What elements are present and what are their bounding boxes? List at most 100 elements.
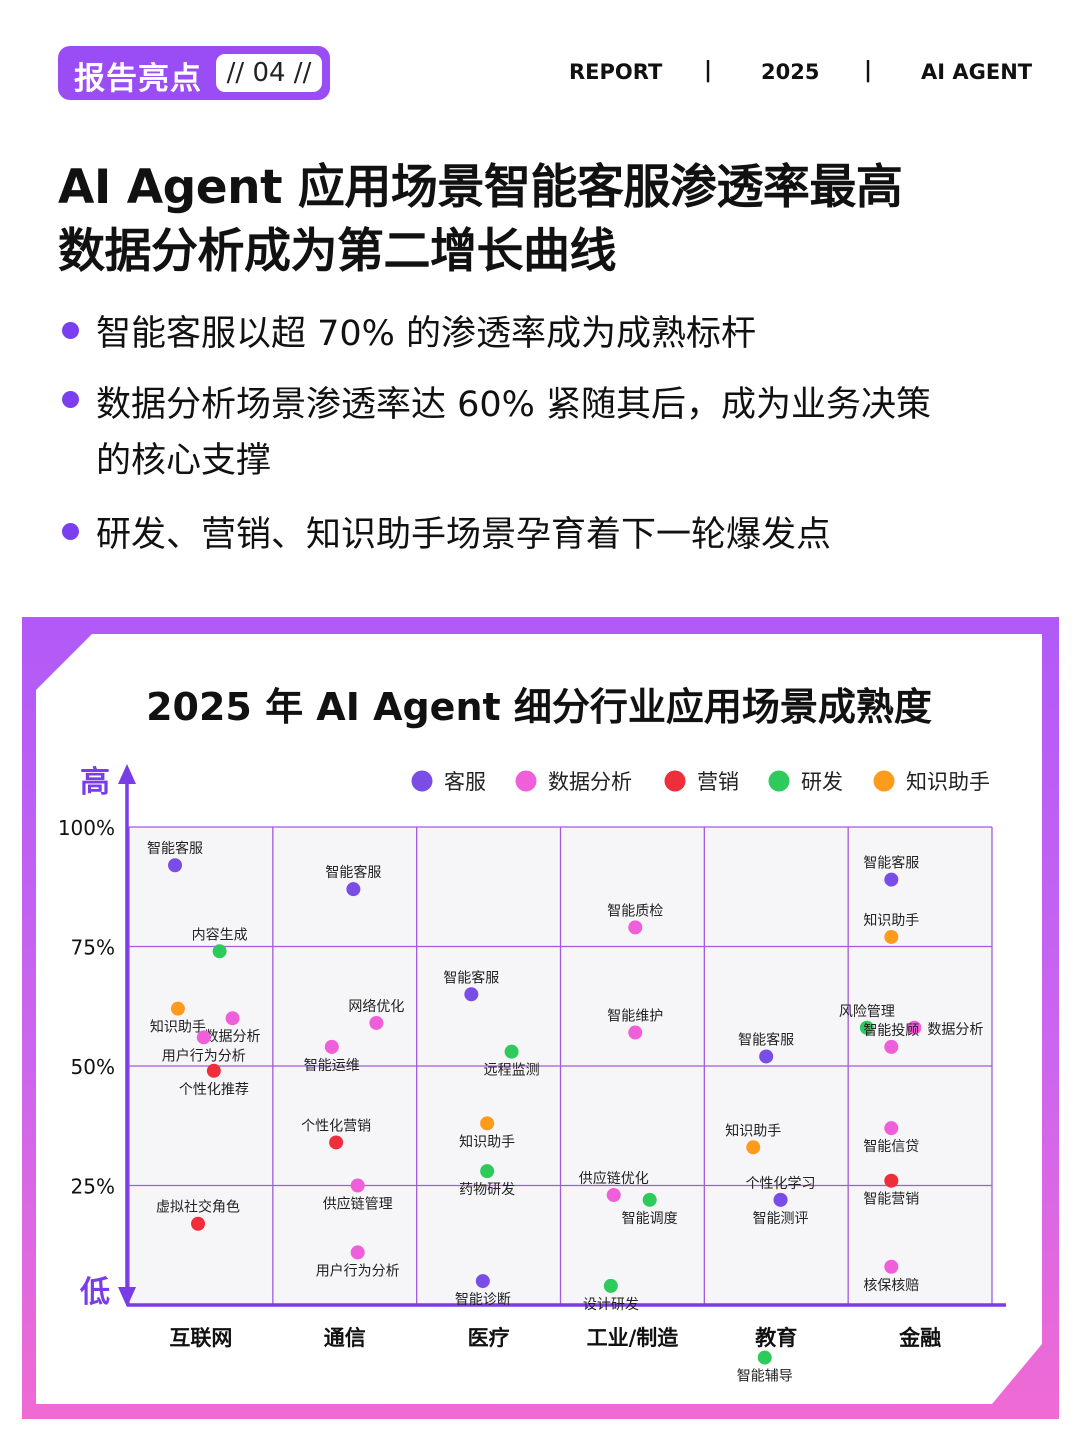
data-point [170, 1001, 185, 1016]
page-title-line2: 数据分析成为第二增长曲线 [58, 224, 617, 279]
data-point [628, 920, 643, 935]
data-point-label: 知识助手 [863, 912, 919, 929]
bullet-dot-icon [62, 523, 79, 540]
data-point [212, 944, 227, 959]
data-point-label: 智能客服 [863, 855, 919, 872]
data-point-label: 智能投顾 [863, 1023, 919, 1039]
y-tick-label: 100% [58, 816, 115, 840]
data-point-label: 智能客服 [147, 840, 203, 857]
arrow-down-icon [118, 1287, 136, 1307]
data-point-label: 用户行为分析 [162, 1047, 246, 1064]
data-point [480, 1116, 495, 1131]
data-point [350, 1245, 365, 1260]
data-point-label: 数据分析 [205, 1029, 261, 1045]
data-point [759, 1049, 774, 1064]
y-tick-label: 50% [71, 1055, 115, 1079]
data-point-label: 智能营销 [863, 1192, 919, 1208]
data-point [196, 1030, 211, 1045]
data-point-label: 智能诊断 [455, 1292, 511, 1308]
y-axis-high-label: 高 [80, 765, 110, 800]
page-title-line1: AI Agent 应用场景智能客服渗透率最高 [58, 160, 903, 215]
legend-label: 研发 [801, 770, 843, 794]
bullet-dot-icon [62, 391, 79, 408]
bullet-dot-icon [62, 322, 79, 339]
y-axis-low-label: 低 [79, 1275, 110, 1310]
data-point-label: 供应链管理 [323, 1196, 393, 1213]
data-point-label: 智能运维 [304, 1058, 360, 1074]
legend-marker [515, 770, 537, 792]
arrow-up-icon [118, 764, 136, 784]
data-point [628, 1025, 643, 1040]
bullet-2-line2: 的核心支撑 [96, 441, 272, 481]
data-point-label: 内容生成 [192, 926, 248, 943]
x-category-label: 教育 [755, 1326, 797, 1350]
data-point [346, 882, 361, 897]
data-point-label: 智能调度 [622, 1211, 678, 1227]
data-point [884, 1173, 899, 1188]
data-point-label: 知识助手 [725, 1122, 781, 1139]
data-point-label: 个性化推荐 [179, 1082, 249, 1098]
legend-label: 营销 [697, 770, 739, 794]
data-point [191, 1216, 206, 1231]
data-point-label: 虚拟社交角色 [156, 1199, 240, 1216]
badge-number: // 04 // [216, 54, 322, 92]
x-category-label: 医疗 [468, 1326, 510, 1350]
x-category-label: 工业/制造 [587, 1326, 680, 1350]
data-point [225, 1011, 240, 1026]
legend-label: 知识助手 [906, 770, 990, 794]
x-category-label: 通信 [324, 1326, 366, 1350]
x-category-label: 金融 [898, 1326, 941, 1350]
data-point-label: 风险管理 [839, 1004, 895, 1020]
data-point [773, 1192, 788, 1207]
nav-separator: | [864, 58, 873, 83]
nav-report: REPORT [569, 60, 663, 84]
data-point [907, 1020, 922, 1035]
data-point [475, 1274, 490, 1289]
data-point-label: 供应链优化 [579, 1170, 649, 1187]
data-point [324, 1039, 339, 1054]
data-point [884, 1039, 899, 1054]
legend-marker [411, 770, 433, 792]
data-point-label: 智能辅导 [737, 1369, 793, 1385]
badge-label: 报告亮点 [74, 61, 202, 97]
data-point [884, 929, 899, 944]
data-point [603, 1278, 618, 1293]
data-point-label: 设计研发 [583, 1297, 639, 1313]
data-point-label: 个性化学习 [746, 1176, 816, 1192]
data-point [464, 987, 479, 1002]
data-point-label: 知识助手 [150, 1019, 206, 1036]
y-tick-label: 75% [71, 936, 115, 960]
data-point [504, 1044, 519, 1059]
data-point [480, 1164, 495, 1179]
bullet-3: 研发、营销、知识助手场景孕育着下一轮爆发点 [96, 515, 832, 555]
data-point-label: 个性化营销 [301, 1118, 371, 1134]
data-point [168, 858, 183, 873]
nav-separator: | [704, 58, 713, 83]
data-point [329, 1135, 344, 1150]
bullet-2-line1: 数据分析场景渗透率达 60% 紧随其后，成为业务决策 [96, 385, 932, 425]
legend-marker [664, 770, 686, 792]
data-point [884, 1259, 899, 1274]
data-point [606, 1188, 621, 1203]
chart-title: 2025 年 AI Agent 细分行业应用场景成熟度 [146, 685, 932, 729]
bullet-1: 智能客服以超 70% 的渗透率成为成熟标杆 [96, 314, 757, 354]
data-point [884, 872, 899, 887]
data-point [746, 1140, 761, 1155]
data-point [206, 1063, 221, 1078]
data-point [859, 1020, 874, 1035]
legend-label: 数据分析 [548, 770, 632, 794]
nav-year: 2025 [761, 60, 820, 84]
legend-marker [768, 770, 790, 792]
data-point [642, 1192, 657, 1207]
data-point [350, 1178, 365, 1193]
data-point-label: 智能信贷 [863, 1139, 919, 1155]
data-point-label: 用户行为分析 [316, 1262, 400, 1279]
data-point [369, 1015, 384, 1030]
data-point-label: 智能客服 [443, 969, 499, 986]
data-point-label: 远程监测 [484, 1063, 540, 1079]
data-point-label: 智能质检 [607, 903, 663, 919]
data-point [757, 1350, 772, 1365]
data-point-label: 数据分析 [927, 1022, 983, 1038]
legend-marker [873, 770, 895, 792]
